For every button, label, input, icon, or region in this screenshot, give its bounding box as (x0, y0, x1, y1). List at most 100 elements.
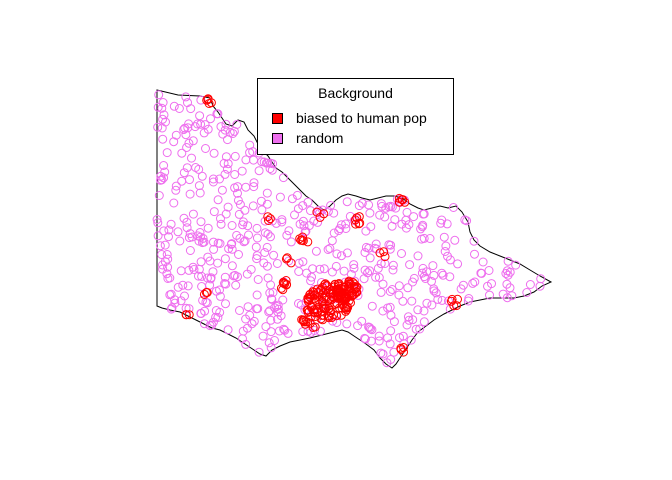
random-point (484, 266, 494, 275)
random-point (420, 274, 430, 283)
random-point (179, 168, 189, 178)
biased-point (449, 301, 459, 311)
random-point (197, 171, 207, 181)
random-point (415, 324, 425, 334)
random-point (498, 289, 508, 299)
random-point (389, 317, 399, 327)
legend-swatch-biased (272, 112, 283, 124)
random-point (264, 307, 274, 317)
random-point (269, 250, 279, 260)
random-point (319, 264, 329, 274)
random-point (153, 218, 163, 228)
random-point (153, 122, 163, 132)
random-point (160, 167, 170, 177)
random-point (176, 266, 186, 276)
random-point (207, 320, 217, 330)
biased-point (278, 285, 288, 295)
biased-point (339, 294, 349, 304)
biased-point (303, 237, 313, 247)
random-point (296, 300, 306, 310)
random-point (162, 148, 172, 158)
biased-point (334, 279, 344, 288)
random-point (221, 152, 231, 162)
random-point (251, 242, 261, 252)
random-point (230, 270, 240, 280)
random-point (341, 219, 351, 229)
random-point (403, 312, 413, 322)
random-point (178, 280, 188, 290)
random-point (380, 212, 390, 222)
random-point (252, 254, 262, 264)
random-point (242, 323, 252, 333)
random-point (238, 220, 248, 230)
random-point (313, 217, 323, 227)
random-points-layer (152, 90, 546, 368)
random-point (331, 261, 341, 271)
random-point (195, 228, 205, 237)
biased-point (316, 314, 326, 324)
random-point (196, 119, 206, 129)
random-point (195, 188, 205, 198)
random-point (233, 188, 242, 198)
random-point (254, 347, 264, 357)
random-point (365, 266, 375, 276)
biased-point (352, 282, 362, 292)
random-point (418, 263, 428, 273)
random-point (220, 125, 230, 135)
legend-label-biased: biased to human pop (296, 110, 427, 126)
random-point (160, 240, 170, 250)
random-point (283, 328, 293, 338)
random-point (295, 219, 305, 229)
random-point (249, 155, 258, 165)
biased-point (330, 299, 339, 309)
random-point (477, 268, 487, 278)
random-point (349, 260, 359, 270)
random-point (329, 208, 339, 218)
random-point (223, 202, 233, 212)
random-point (390, 215, 400, 225)
random-point (209, 244, 219, 254)
random-point (159, 161, 169, 170)
random-point (428, 261, 438, 271)
random-point (361, 242, 371, 252)
random-point (413, 251, 423, 261)
random-point (213, 195, 223, 205)
random-point (227, 261, 237, 271)
random-point (177, 176, 187, 186)
random-point (326, 201, 336, 210)
random-point (171, 181, 181, 191)
random-point (171, 130, 181, 140)
biased-point (399, 343, 409, 352)
random-point (166, 304, 176, 314)
random-point (433, 294, 443, 304)
random-point (158, 260, 167, 270)
random-point (404, 315, 414, 325)
random-point (374, 331, 384, 341)
random-point (230, 151, 240, 161)
random-point (535, 281, 545, 291)
legend-title: Background (318, 85, 393, 101)
random-point (185, 175, 194, 185)
random-point (195, 111, 205, 121)
random-point (196, 257, 206, 267)
random-point (378, 306, 388, 316)
biased-point (319, 209, 329, 219)
random-point (282, 230, 292, 240)
random-point (252, 233, 262, 243)
random-point (169, 137, 179, 147)
random-point (342, 319, 352, 329)
random-point (225, 127, 235, 137)
biased-point (310, 290, 320, 300)
random-point (169, 101, 179, 111)
biased-point (342, 305, 352, 315)
random-point (271, 218, 281, 228)
random-point (238, 334, 247, 344)
biased-point (202, 95, 212, 105)
random-point (449, 203, 458, 212)
random-point (159, 226, 169, 236)
random-point (181, 92, 191, 102)
random-point (487, 279, 496, 289)
random-point (339, 266, 349, 276)
biased-point (295, 234, 305, 244)
random-point (265, 306, 275, 316)
